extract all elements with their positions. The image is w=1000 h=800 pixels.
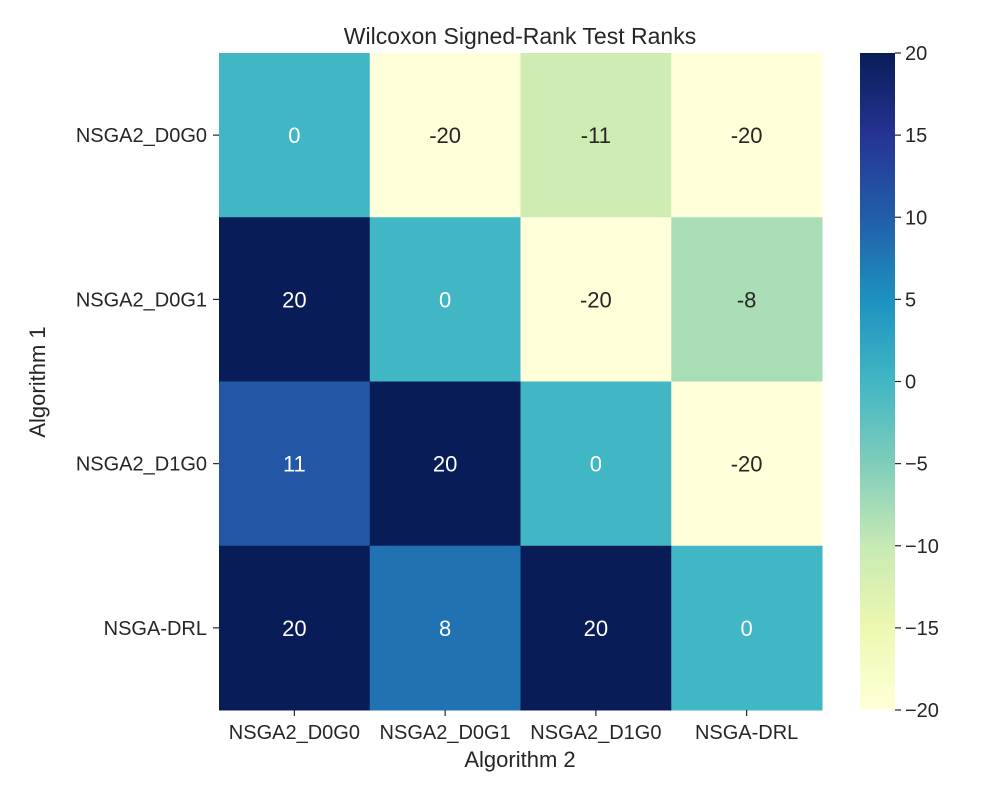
cell-value-label: -8: [737, 287, 757, 312]
colorbar-tick-label: 0: [905, 372, 916, 394]
colorbar-tick-label: 20: [905, 43, 927, 65]
colorbar: [860, 53, 895, 710]
cell-value-label: 20: [282, 616, 306, 641]
chart-title: Wilcoxon Signed-Rank Test Ranks: [344, 23, 696, 49]
heatmap-cell: [520, 217, 672, 382]
heatmap-cell: [671, 217, 823, 382]
colorbar-tick-label: 5: [905, 289, 916, 311]
heatmap-cell: [219, 217, 371, 382]
cell-value-label: 20: [282, 287, 306, 312]
cell-value-label: -20: [731, 452, 763, 477]
colorbar-ticks: 20 15 10 5 0 −5 −10 −15 −20: [895, 43, 939, 722]
cell-value-label: 8: [439, 616, 451, 641]
y-tick-label: NSGA2_D1G0: [76, 454, 207, 476]
heatmap-cell: [671, 53, 823, 218]
x-tick-label: NSGA2_D0G1: [380, 722, 511, 744]
y-tick-label: NSGA2_D0G0: [76, 125, 207, 147]
heatmap-cell: [671, 545, 823, 711]
heatmap-cell: [369, 381, 521, 547]
heatmap-cell: [520, 381, 672, 547]
heatmap-cell: [369, 53, 521, 218]
colorbar-tick-label: −10: [905, 536, 939, 558]
cell-value-label: 0: [288, 123, 300, 148]
heatmap-cells: [219, 53, 823, 711]
heatmap-cell: [219, 53, 371, 218]
heatmap-cell: [219, 381, 371, 547]
heatmap-cell: [520, 53, 672, 218]
colorbar-tick-label: −15: [905, 618, 939, 640]
colorbar-tick-label: −20: [905, 700, 939, 722]
heatmap-cell: [369, 217, 521, 382]
x-axis-label: Algorithm 2: [464, 747, 575, 772]
cell-value-label: -20: [580, 287, 612, 312]
cell-value-label: 0: [590, 452, 602, 477]
cell-value-label: 20: [584, 616, 608, 641]
x-tick-label: NSGA2_D0G0: [229, 722, 360, 744]
colorbar-tick-label: 10: [905, 207, 927, 229]
heatmap-cell: [671, 381, 823, 547]
heatmap-cell: [219, 545, 371, 711]
cell-value-label: -20: [429, 123, 461, 148]
y-tick-label: NSGA-DRL: [104, 618, 207, 640]
colorbar-tick-label: 15: [905, 125, 927, 147]
cell-value-label: -20: [731, 123, 763, 148]
y-tick-label: NSGA2_D0G1: [76, 289, 207, 311]
y-axis-label: Algorithm 1: [25, 326, 50, 437]
heatmap-cell: [369, 545, 521, 711]
x-tick-label: NSGA2_D1G0: [530, 722, 661, 744]
colorbar-tick-label: −5: [905, 454, 928, 476]
x-tick-label: NSGA-DRL: [695, 722, 798, 744]
cell-value-label: 11: [283, 452, 306, 477]
cell-value-label: -11: [581, 123, 611, 148]
cell-value-label: 0: [439, 287, 451, 312]
cell-value-label: 0: [741, 616, 753, 641]
heatmap-cell: [520, 545, 672, 711]
x-axis-ticks: NSGA2_D0G0 NSGA2_D0G1 NSGA2_D1G0 NSGA-DRL: [229, 710, 798, 744]
cell-value-label: 20: [433, 452, 457, 477]
heatmap-cell-labels: 0 -20 -11 -20 20 0 -20 -8 11 20 0 -20 20 8 20 0: [282, 123, 762, 641]
y-axis-ticks: NSGA2_D0G0 NSGA2_D0G1 NSGA2_D1G0 NSGA-DRL: [76, 125, 219, 640]
